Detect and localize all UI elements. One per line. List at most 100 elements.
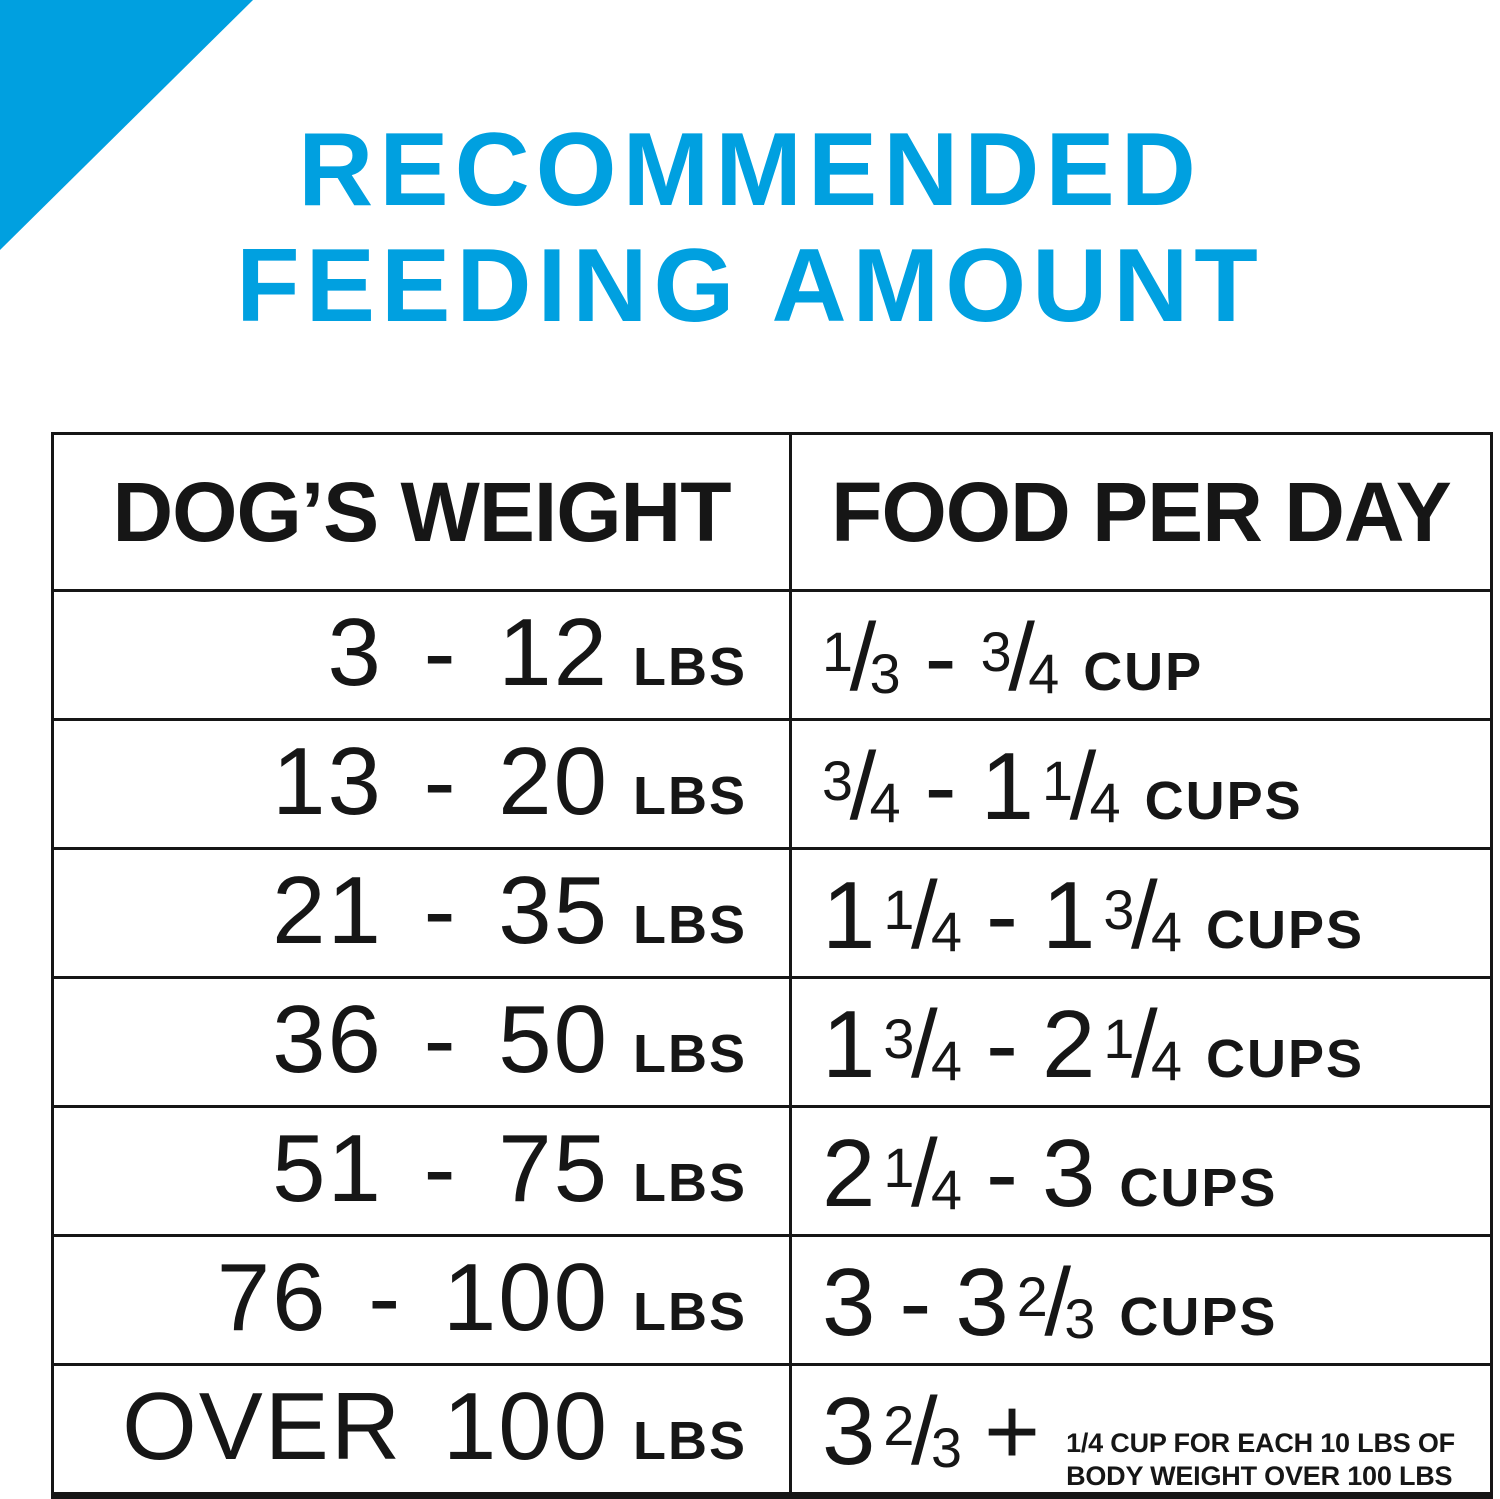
fraction-denominator: 4	[931, 1029, 962, 1092]
food-amount-number: 3	[822, 1377, 876, 1485]
fraction-slash: /	[1131, 861, 1158, 969]
food-amount-fraction: 1/4	[1042, 733, 1121, 840]
weight-cell: 13 - 20 LBS	[54, 718, 789, 847]
food-amount-number: 1	[980, 732, 1034, 840]
fraction-denominator: 4	[931, 1158, 962, 1221]
fraction-numerator: 2	[1016, 1266, 1048, 1328]
food-note: 1/4 CUP FOR EACH 10 LBS OF BODY WEIGHT OV…	[1066, 1427, 1455, 1493]
food-amount-number: 1	[822, 861, 876, 969]
fraction-numerator: 3	[980, 621, 1012, 683]
fraction-denominator: 4	[869, 771, 901, 834]
food-unit: CUP	[1083, 641, 1204, 702]
food-cell: 2 1/4-3 CUPS	[789, 1105, 1490, 1234]
weight-unit: LBS	[633, 1411, 747, 1471]
weight-unit: LBS	[633, 766, 747, 826]
food-amount-fraction: 3/4	[822, 733, 901, 840]
food-amount-fraction: 1/4	[1103, 991, 1182, 1098]
food-amount-fraction: 1/4	[883, 1120, 962, 1227]
range-dash: -	[899, 1248, 932, 1356]
fraction-slash: /	[849, 603, 877, 711]
food-amount-fraction: 2/3	[1017, 1249, 1096, 1356]
weight-cell: 3 - 12 LBS	[54, 589, 789, 718]
weight-value: 21 - 35	[272, 857, 609, 964]
fraction-slash: /	[1131, 990, 1158, 1098]
fraction-denominator: 3	[869, 642, 901, 705]
range-dash: -	[986, 1119, 1018, 1227]
weight-cell: 51 - 75 LBS	[54, 1105, 789, 1234]
food-amount-number: 3	[822, 1248, 876, 1356]
food-amount-fraction: 3/4	[981, 604, 1060, 711]
fraction-numerator: 3	[883, 1008, 915, 1070]
fraction-denominator: 4	[1151, 1029, 1182, 1092]
food-cell: 3 2/3 +1/4 CUP FOR EACH 10 LBS OF BODY WEIG…	[789, 1363, 1490, 1492]
food-amount-fraction: 2/3	[883, 1378, 962, 1485]
weight-cell: 76 - 100 LBS	[54, 1234, 789, 1363]
fraction-slash: /	[911, 990, 938, 1098]
fraction-numerator: 3	[822, 750, 853, 812]
fraction-slash: /	[911, 861, 938, 969]
fraction-numerator: 1	[1041, 750, 1073, 812]
weight-unit: LBS	[633, 1282, 747, 1342]
fraction-numerator: 1	[883, 879, 915, 941]
food-unit: CUPS	[1119, 1286, 1278, 1347]
food-amount-fraction: 1/4	[883, 862, 962, 969]
range-dash: -	[986, 861, 1018, 969]
food-unit: CUPS	[1205, 899, 1364, 960]
fraction-denominator: 4	[931, 900, 962, 963]
fraction-numerator: 1	[883, 1137, 915, 1199]
weight-cell: OVER 100 LBS	[54, 1363, 789, 1492]
food-amount-number: 1	[1041, 861, 1096, 969]
fraction-numerator: 2	[883, 1395, 915, 1457]
food-amount-fraction: 3/4	[1103, 862, 1182, 969]
weight-value: OVER 100	[122, 1373, 609, 1480]
fraction-numerator: 1	[822, 621, 853, 683]
fraction-denominator: 3	[1064, 1287, 1096, 1350]
title-line-2: FEEDING AMOUNT	[236, 228, 1264, 344]
fraction-slash: /	[1069, 732, 1097, 840]
food-cell: 1/3-3/4 CUP	[789, 589, 1490, 718]
weight-unit: LBS	[633, 637, 747, 697]
range-dash: -	[986, 990, 1018, 1098]
fraction-denominator: 4	[1028, 642, 1060, 705]
fraction-numerator: 1	[1103, 1008, 1135, 1070]
page-title: RECOMMENDED FEEDING AMOUNT	[0, 112, 1500, 344]
food-amount-number: 2	[1041, 990, 1096, 1098]
weight-cell: 21 - 35 LBS	[54, 847, 789, 976]
food-cell: 1 1/4-1 3/4 CUPS	[789, 847, 1490, 976]
fraction-slash: /	[911, 1377, 938, 1485]
food-cell: 3/4-1 1/4 CUPS	[789, 718, 1490, 847]
food-amount-number: 3	[955, 1248, 1009, 1356]
food-amount-number: 3	[1041, 1119, 1096, 1227]
fraction-numerator: 3	[1103, 879, 1135, 941]
weight-value: 3 - 12	[327, 599, 609, 706]
food-amount-fraction: 1/3	[822, 604, 901, 711]
weight-value: 13 - 20	[272, 728, 609, 835]
fraction-slash: /	[911, 1119, 938, 1227]
note-line: 1/4 CUP FOR EACH 10 LBS OF	[1066, 1427, 1455, 1458]
food-amount-number: 2	[822, 1119, 876, 1227]
weight-cell: 36 - 50 LBS	[54, 976, 789, 1105]
weight-unit: LBS	[633, 1024, 747, 1084]
fraction-denominator: 4	[1151, 900, 1182, 963]
fraction-denominator: 4	[1089, 771, 1121, 834]
fraction-denominator: 3	[931, 1416, 962, 1479]
food-cell: 3-3 2/3 CUPS	[789, 1234, 1490, 1363]
column-header-food-per-day: FOOD PER DAY	[789, 435, 1490, 589]
food-amount-number: 1	[822, 990, 876, 1098]
weight-unit: LBS	[633, 1153, 747, 1213]
weight-value: 51 - 75	[272, 1115, 609, 1222]
column-header-dogs-weight: DOG’S WEIGHT	[112, 465, 732, 559]
food-cell: 1 3/4-2 1/4 CUPS	[789, 976, 1490, 1105]
note-line: BODY WEIGHT OVER 100 LBS	[1066, 1460, 1453, 1491]
plus-sign: +	[984, 1377, 1041, 1485]
food-amount-fraction: 3/4	[883, 991, 962, 1098]
weight-value: 76 - 100	[216, 1244, 609, 1351]
food-unit: CUPS	[1144, 770, 1303, 831]
range-dash: -	[924, 603, 957, 711]
weight-value: 36 - 50	[272, 986, 609, 1093]
fraction-slash: /	[1044, 1248, 1072, 1356]
food-unit: CUPS	[1119, 1157, 1278, 1218]
feeding-table: DOG’S WEIGHT FOOD PER DAY 3 - 12 LBS 1/3-3…	[51, 432, 1493, 1499]
food-unit: CUPS	[1205, 1028, 1364, 1089]
